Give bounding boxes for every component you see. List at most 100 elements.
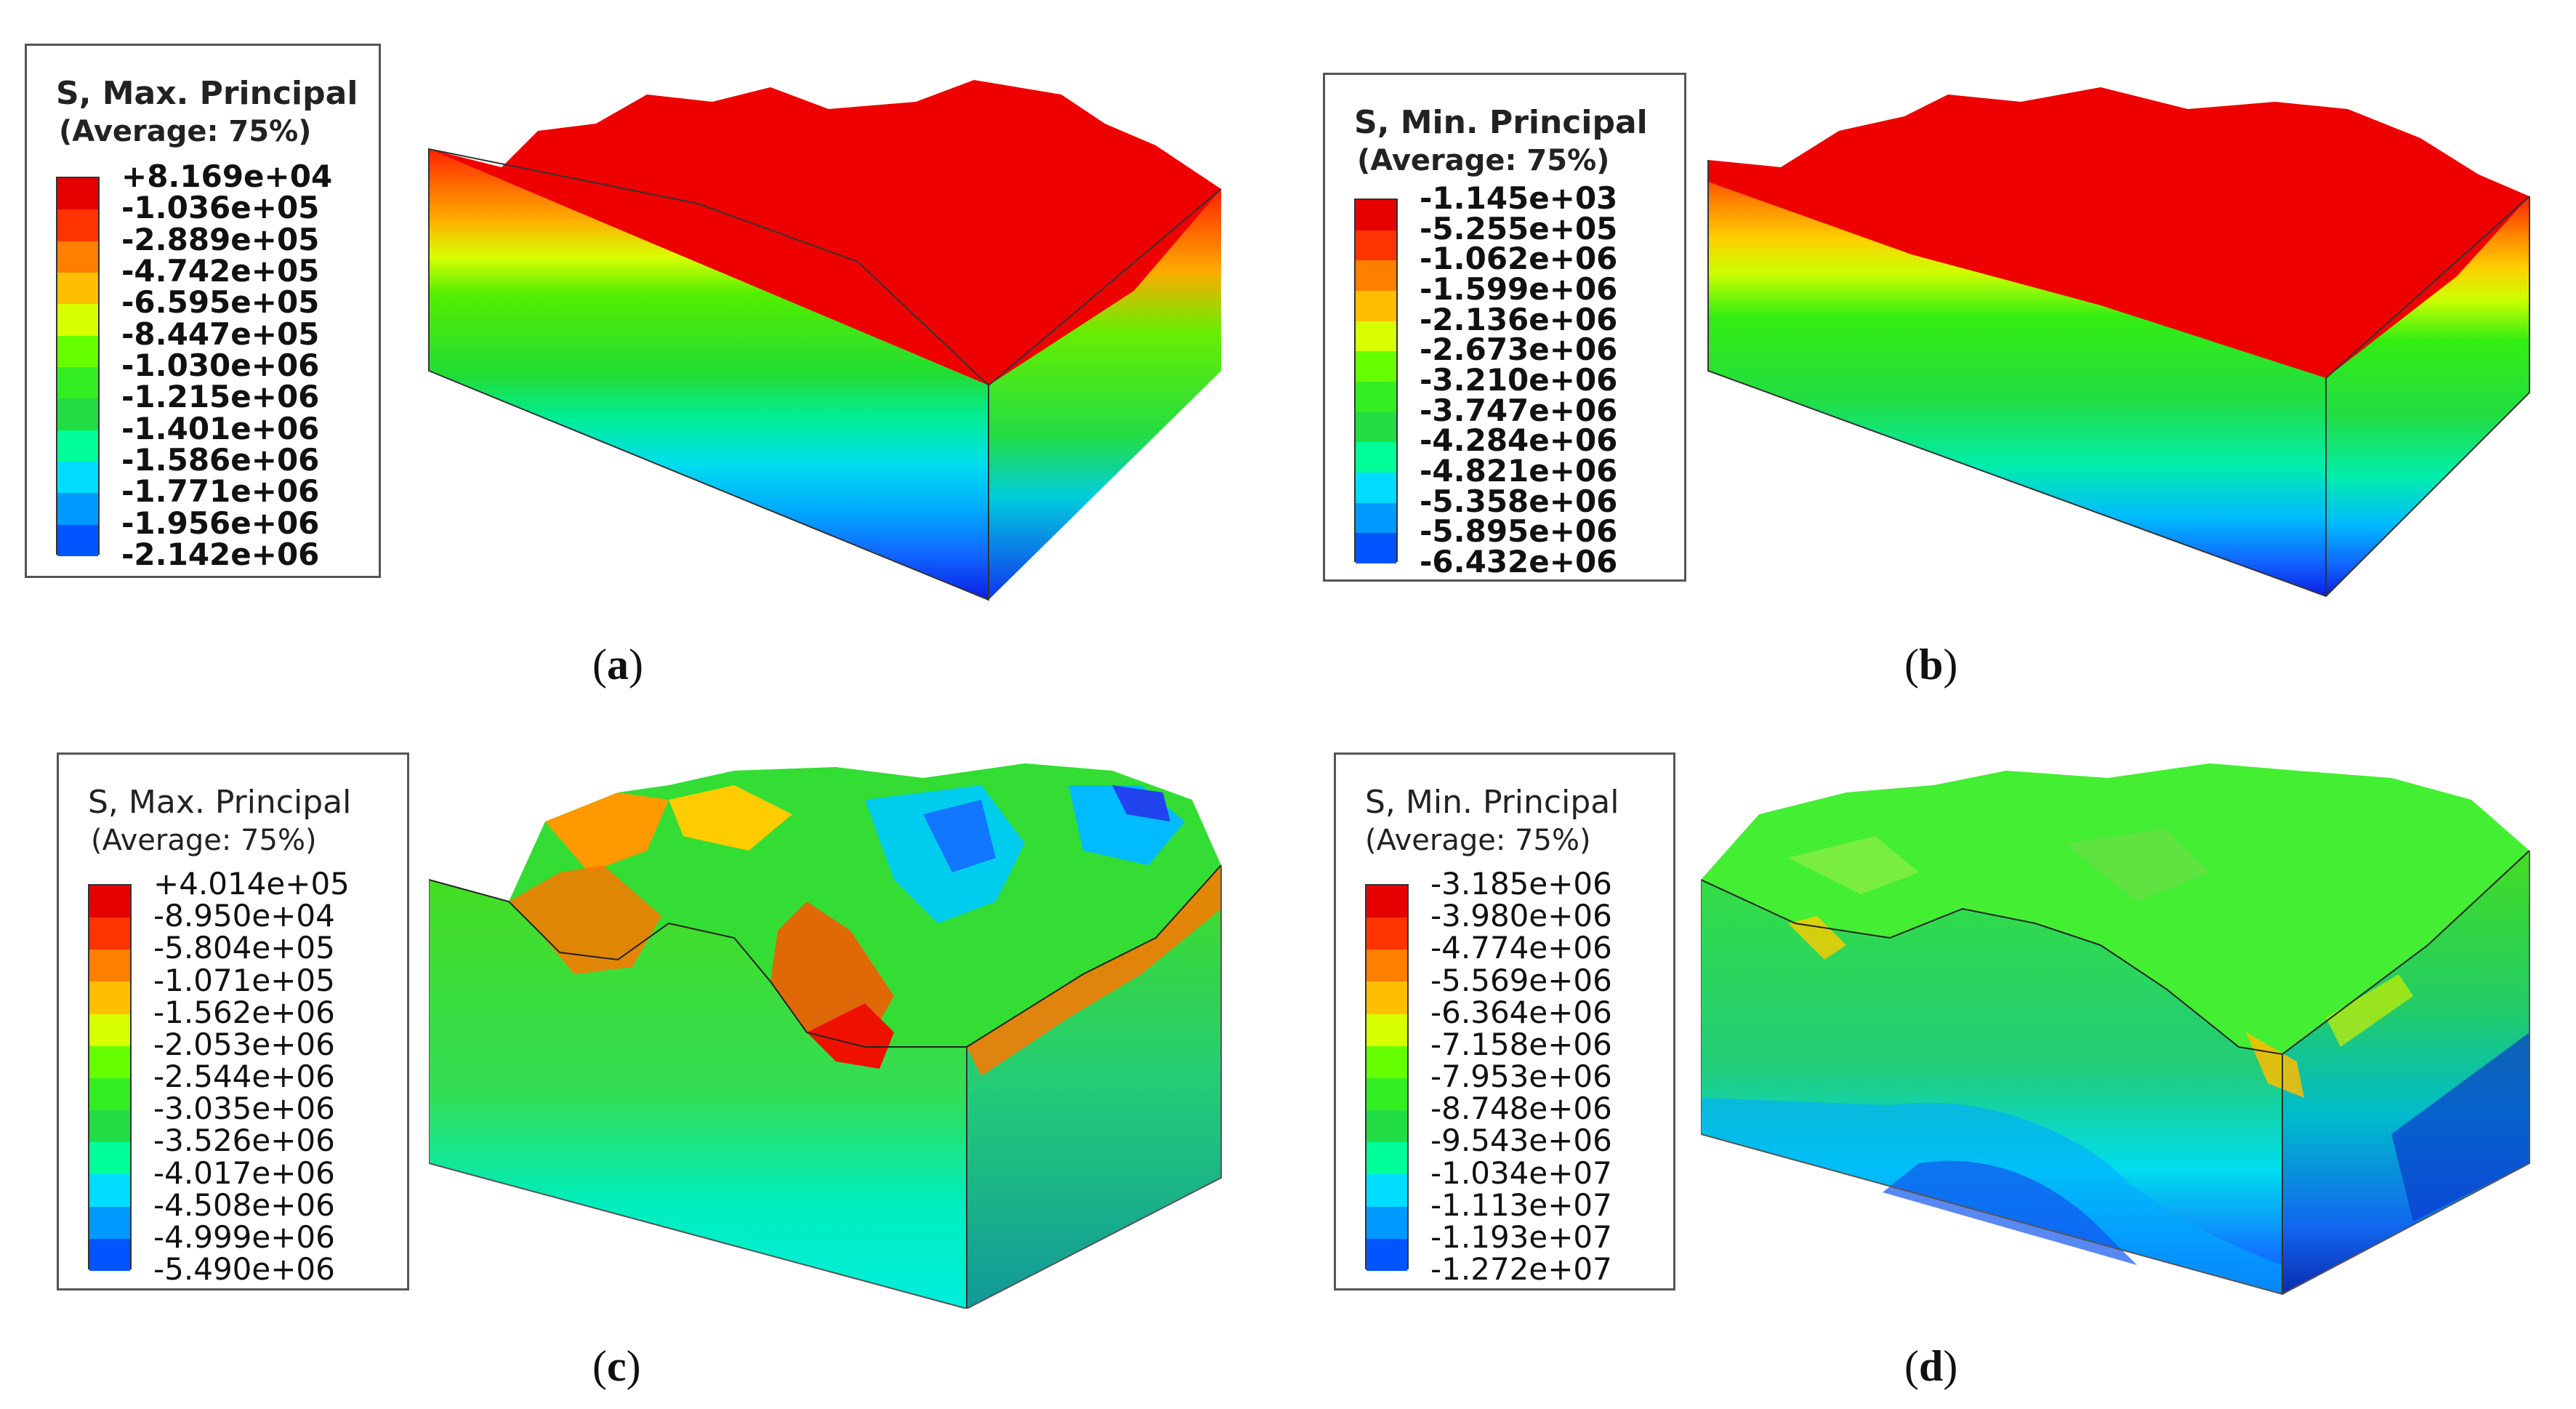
stress-contour-model-a [428,80,1222,601]
color-bar-segment [57,430,98,462]
legend-value: -8.447e+05 [121,316,320,352]
color-bar-segment [57,241,98,273]
color-bar-segment [1367,1045,1407,1078]
legend-value: -4.508e+06 [153,1187,335,1223]
legend-value: -8.748e+06 [1430,1091,1612,1127]
caption-d: (d) [1904,1342,1958,1390]
legend-value: -2.136e+06 [1420,301,1618,337]
legend-value: -6.364e+06 [1430,994,1612,1030]
color-bar-segment [1356,321,1396,352]
color-bar-segment [89,1077,130,1111]
legend-value: -1.401e+06 [121,410,320,446]
legend-value: -3.526e+06 [153,1123,335,1159]
legend-value: -4.742e+05 [121,253,320,289]
color-bar-segment [1367,1206,1407,1239]
color-bar-b [1354,198,1398,563]
caption-a: (a) [592,641,643,689]
legend-value: -2.142e+06 [121,537,320,572]
color-bar-c [88,884,132,1271]
legend-value: -2.673e+06 [1420,332,1618,368]
color-bar-segment [57,209,98,241]
color-bar-segment [57,493,98,525]
color-bar-segment [57,272,98,305]
legend-value: -1.145e+03 [1420,180,1618,216]
legend-value: -1.586e+06 [121,442,320,478]
color-bar-segment [89,1206,130,1239]
legend-value: -5.358e+06 [1420,483,1618,519]
legend-value: -5.569e+06 [1430,962,1612,998]
color-bar-segment [57,366,98,399]
legend-subtitle-d: (Average: 75%) [1365,824,1591,857]
legend-value: +8.169e+04 [121,158,333,194]
legend-value: -1.272e+07 [1430,1251,1612,1287]
legend-value: +4.014e+05 [153,866,350,902]
color-bar-segment [57,398,98,430]
legend-value: -4.821e+06 [1420,453,1618,489]
color-bar-segment [1367,1077,1407,1111]
legend-title-a: S, Max. Principal [56,75,358,112]
legend-value: -7.953e+06 [1430,1059,1612,1094]
color-bar-segment [89,982,130,1014]
legend-value: -6.432e+06 [1420,544,1618,579]
color-bar-d [1365,884,1409,1271]
legend-c: S, Max. Principal (Average: 75%) +4.014e… [57,752,409,1290]
color-bar-segment [57,304,98,336]
color-bar-segment [89,950,130,982]
color-bar-segment [1356,412,1396,443]
color-bar-segment [1356,502,1396,534]
legend-subtitle-b: (Average: 75%) [1357,144,1610,177]
color-bar-segment [57,178,98,210]
color-bar-segment [1367,1174,1407,1207]
legend-a: S, Max. Principal (Average: 75%) +8.169e… [25,44,381,578]
color-bar-segment [1367,1238,1407,1271]
color-bar-segment [89,1045,130,1078]
color-bar-segment [1356,260,1396,291]
legend-value: -1.956e+06 [121,505,320,541]
legend-value: -3.980e+06 [1430,898,1612,934]
legend-d: S, Min. Principal (Average: 75%) -3.185e… [1334,752,1675,1290]
color-bar-segment [1367,982,1407,1014]
legend-value: -5.895e+06 [1420,513,1618,550]
legend-value: -3.210e+06 [1420,362,1618,398]
legend-value: -5.804e+05 [153,930,335,966]
color-bar-segment [89,1238,130,1271]
color-bar-segment [1367,1013,1407,1046]
color-bar-segment [57,335,98,367]
color-bar-segment [1367,918,1407,950]
legend-value: -9.543e+06 [1430,1123,1612,1159]
color-bar-a [56,177,100,556]
color-bar-segment [89,1110,130,1143]
color-bar-segment [1367,1110,1407,1143]
legend-value: -1.062e+06 [1420,241,1618,277]
legend-value: -3.747e+06 [1420,392,1618,428]
legend-value: -1.071e+05 [153,962,335,998]
color-bar-segment [1367,1142,1407,1175]
color-bar-segment [1356,351,1396,382]
legend-value: -4.999e+06 [153,1219,335,1255]
legend-value: -3.185e+06 [1430,866,1612,902]
color-bar-segment [1356,230,1396,261]
color-bar-segment [1356,200,1396,230]
color-bar-segment [1356,442,1396,473]
legend-value: -1.036e+05 [121,190,320,226]
legend-subtitle-c: (Average: 75%) [91,824,317,857]
legend-b: S, Min. Principal (Average: 75%) -1.145e… [1323,73,1686,582]
legend-subtitle-a: (Average: 75%) [59,115,312,148]
legend-value: -2.544e+06 [153,1059,335,1094]
legend-value: -1.599e+06 [1420,271,1618,307]
legend-value: -1.030e+06 [121,348,320,383]
legend-title-d: S, Min. Principal [1365,784,1619,821]
color-bar-segment [89,1013,130,1046]
color-bar-segment [1356,290,1396,321]
legend-value: -2.889e+05 [121,221,320,257]
color-bar-segment [1356,472,1396,503]
legend-value: -1.215e+06 [121,379,320,415]
color-bar-segment [89,918,130,950]
legend-value: -8.950e+04 [153,898,335,934]
legend-title-b: S, Min. Principal [1354,104,1648,141]
legend-value: -1.562e+06 [153,994,335,1030]
legend-value: -1.113e+07 [1430,1187,1612,1223]
color-bar-segment [89,1142,130,1175]
color-bar-segment [89,886,130,918]
legend-value: -3.035e+06 [153,1091,335,1127]
